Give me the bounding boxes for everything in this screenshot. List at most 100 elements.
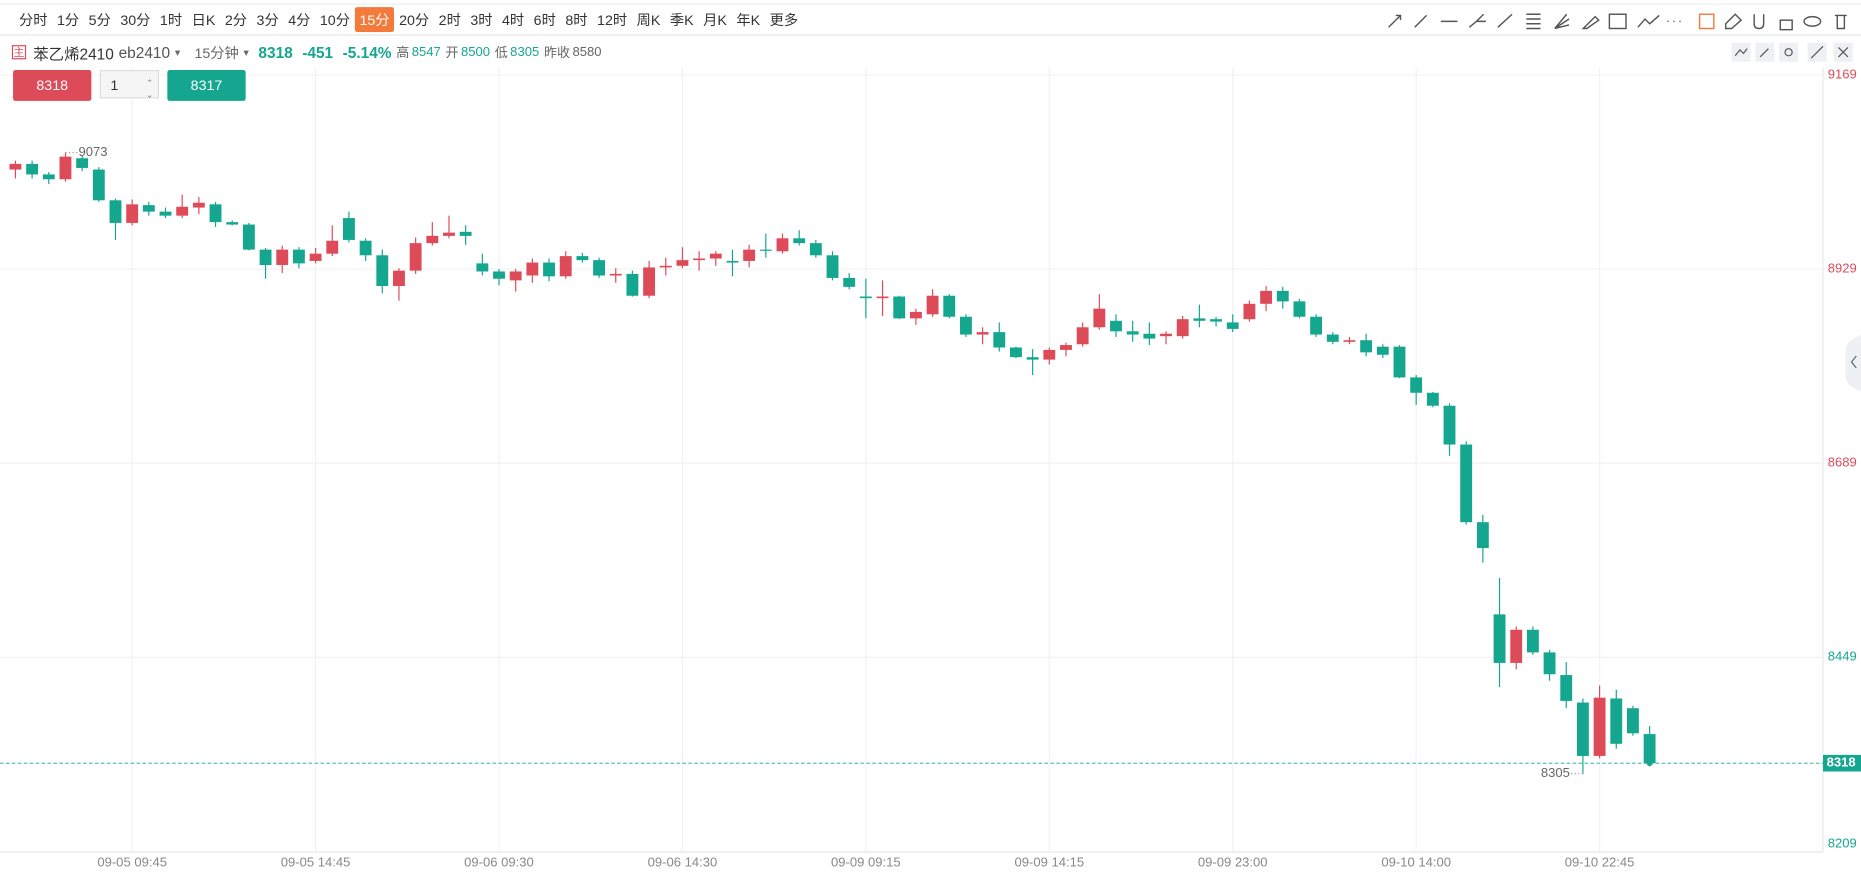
buy-button[interactable]: 8317 xyxy=(167,70,246,101)
tool-icon[interactable] xyxy=(1779,19,1793,31)
open-label: 开 xyxy=(445,46,459,61)
candle-body xyxy=(1627,708,1639,734)
contract-code[interactable]: eb2410 xyxy=(118,43,171,62)
period-button[interactable]: 4分 xyxy=(288,11,311,29)
candle-body xyxy=(976,332,989,335)
tool-icon[interactable] xyxy=(1608,13,1627,30)
candle-body xyxy=(209,204,222,223)
period-button[interactable]: 3时 xyxy=(470,11,493,29)
period-button[interactable]: 年K xyxy=(736,11,761,29)
period-button[interactable]: 1时 xyxy=(159,11,183,29)
tool-icon[interactable] xyxy=(1803,15,1822,27)
tool-icon[interactable] xyxy=(1637,14,1660,28)
period-button[interactable]: 15分 xyxy=(354,7,395,33)
candle-body xyxy=(943,295,956,317)
candle-body xyxy=(326,240,339,254)
grid xyxy=(0,67,1824,853)
tool-bg[interactable] xyxy=(1779,42,1799,62)
candle-body xyxy=(142,205,155,212)
candle-body xyxy=(509,271,522,281)
period-button[interactable]: 6时 xyxy=(533,11,556,29)
candle-body xyxy=(359,240,372,256)
draw-tools xyxy=(1388,13,1847,31)
tool-icon[interactable] xyxy=(1497,13,1513,28)
candle-body xyxy=(526,262,539,276)
x-tick-label: 09-10 22:45 xyxy=(1565,854,1635,869)
y-tick-label: 8929 xyxy=(1828,260,1857,275)
period-button[interactable]: 10分 xyxy=(319,11,350,29)
tool-icon[interactable] xyxy=(1388,14,1402,28)
candle-body xyxy=(1243,303,1256,320)
candle-body xyxy=(109,200,122,223)
candle-body xyxy=(759,249,772,251)
period-label[interactable]: 15分钟 xyxy=(194,44,239,62)
candle-body xyxy=(693,258,706,261)
candle-body xyxy=(876,296,889,299)
candle-body xyxy=(276,249,289,265)
candle-body xyxy=(1110,320,1122,332)
candle-body xyxy=(743,249,756,261)
high-label: 高 xyxy=(396,46,410,61)
tool-icon[interactable] xyxy=(1581,15,1600,30)
quantity: 1 xyxy=(110,77,119,94)
period-button[interactable]: 2分 xyxy=(224,11,248,29)
candle-body xyxy=(1010,347,1022,358)
period-button[interactable]: 分时 xyxy=(18,11,48,29)
period-button[interactable]: 2时 xyxy=(438,11,461,29)
candle-body xyxy=(1143,333,1156,339)
candle-body xyxy=(1526,629,1539,653)
period-button[interactable]: 更多 xyxy=(769,11,799,29)
candle-body xyxy=(1393,346,1406,378)
x-tick-label: 09-10 14:00 xyxy=(1381,854,1451,869)
tool-icon[interactable] xyxy=(1526,13,1541,30)
period-button[interactable]: 20分 xyxy=(399,11,430,29)
tool-icon[interactable] xyxy=(1753,14,1765,30)
candle-body xyxy=(92,169,105,201)
candle-body xyxy=(343,218,355,240)
max-high-label: 9073 xyxy=(79,144,108,159)
min-low-label: 8305 xyxy=(1541,765,1570,780)
tool-bg[interactable] xyxy=(1731,42,1751,62)
period-button[interactable]: 月K xyxy=(703,11,727,29)
sell-button[interactable]: 8318 xyxy=(13,70,92,101)
candle-body xyxy=(809,243,822,256)
tool-icon[interactable] xyxy=(1724,13,1743,30)
candle-body xyxy=(1410,377,1423,393)
period-button[interactable]: 3分 xyxy=(256,11,279,29)
period-button[interactable]: 30分 xyxy=(120,11,151,29)
tool-icon xyxy=(1838,47,1849,58)
candle-body xyxy=(376,255,389,287)
period-button[interactable]: 12时 xyxy=(597,11,628,29)
candle-body xyxy=(476,263,489,272)
period-button[interactable]: 周K xyxy=(636,11,661,29)
tool-icon[interactable] xyxy=(1698,13,1715,30)
candle-body xyxy=(309,253,322,261)
tool-icon[interactable] xyxy=(1414,14,1428,28)
candle-body xyxy=(1126,331,1139,335)
candle-body xyxy=(226,222,239,225)
quantity-input[interactable]: 1 ⌃ ⌄ xyxy=(99,70,160,100)
candle-body xyxy=(543,262,555,277)
period-button[interactable]: 季K xyxy=(669,11,694,29)
side-tab[interactable] xyxy=(1845,334,1861,392)
candle-body xyxy=(1310,316,1323,335)
tool-icon[interactable] xyxy=(1468,13,1486,28)
period-button[interactable]: 8时 xyxy=(565,11,588,29)
dropdown-arrow: ▾ xyxy=(174,45,181,58)
candle-body xyxy=(1576,702,1589,756)
main-badge: 主 xyxy=(11,45,27,60)
spinner[interactable]: ⌃ ⌄ xyxy=(146,79,154,100)
period-button[interactable]: 4时 xyxy=(502,11,525,29)
period-button[interactable]: 5分 xyxy=(88,11,111,29)
period-button[interactable]: 1分 xyxy=(56,11,80,29)
tool-icon[interactable] xyxy=(1834,14,1847,30)
last-price-tag xyxy=(1823,754,1861,772)
tool-icon[interactable] xyxy=(1554,13,1570,30)
side-tab-arrow xyxy=(1850,355,1857,369)
candle-body xyxy=(459,231,472,236)
y-tick-label: 8209 xyxy=(1828,835,1857,850)
y-tick-label: 8449 xyxy=(1828,649,1857,664)
period-button[interactable]: 日K xyxy=(191,11,216,29)
last-price: 8318 xyxy=(258,43,293,62)
x-tick-label: 09-05 14:45 xyxy=(281,854,351,869)
